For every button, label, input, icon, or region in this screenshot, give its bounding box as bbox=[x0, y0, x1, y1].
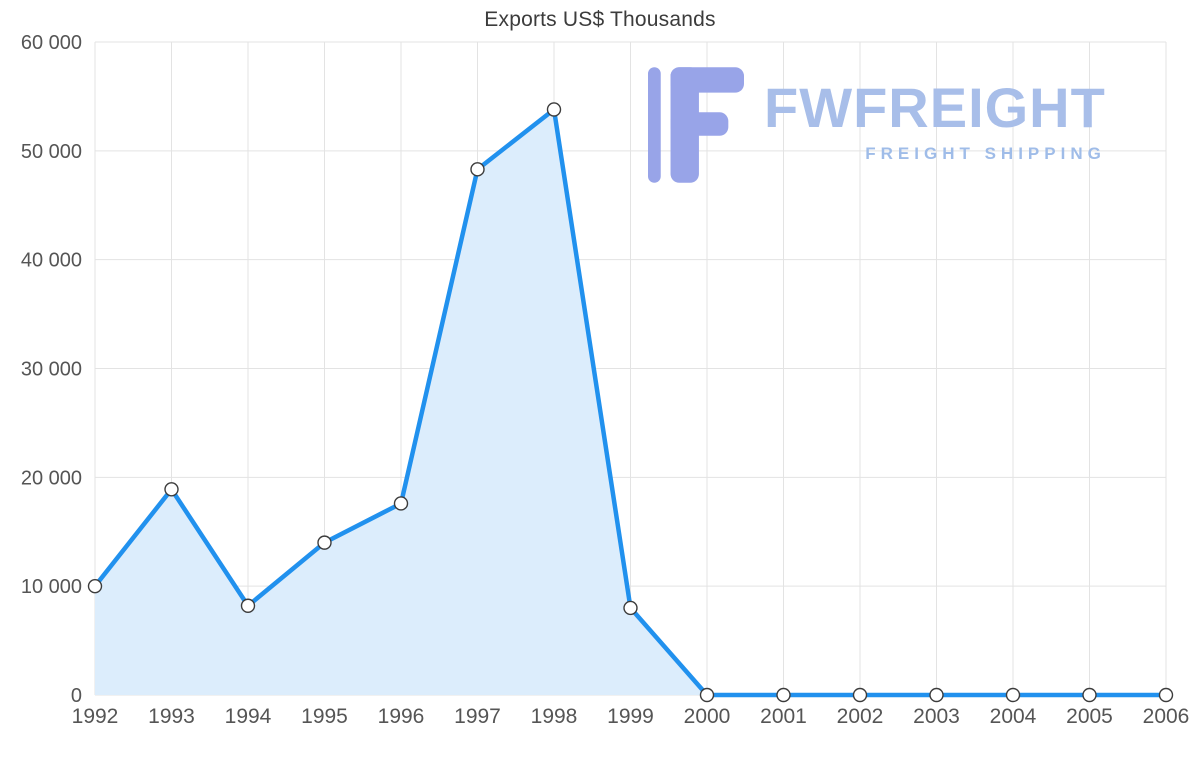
data-point-marker-2002 bbox=[852, 687, 868, 703]
y-axis-label: 0 bbox=[71, 685, 82, 707]
data-point-marker-2000 bbox=[699, 687, 715, 703]
data-point-marker-2005 bbox=[1082, 687, 1097, 703]
x-axis-label: 2006 bbox=[1143, 705, 1190, 728]
x-axis-label: 2001 bbox=[760, 705, 807, 728]
data-point-marker-2006 bbox=[1158, 687, 1174, 703]
x-axis-label: 2002 bbox=[837, 705, 884, 728]
y-axis-label: 60 000 bbox=[21, 32, 82, 54]
data-point-marker-2004 bbox=[1005, 687, 1021, 703]
x-axis-label: 1993 bbox=[148, 705, 195, 728]
x-axis-label: 1997 bbox=[454, 705, 501, 728]
data-point-marker-2003 bbox=[929, 687, 944, 703]
data-point-marker-1995 bbox=[317, 535, 332, 550]
y-axis-label: 30 000 bbox=[21, 359, 82, 381]
x-axis-label: 1998 bbox=[531, 705, 578, 728]
x-axis-label: 1995 bbox=[301, 705, 348, 728]
data-point-marker-1993 bbox=[164, 482, 179, 497]
data-point-marker-1999 bbox=[623, 600, 638, 616]
y-axis-label: 10 000 bbox=[21, 576, 82, 598]
x-axis-label: 1999 bbox=[607, 705, 654, 728]
x-axis-label: 2000 bbox=[684, 705, 731, 728]
y-axis-label: 20 000 bbox=[21, 467, 82, 489]
data-point-marker-1998 bbox=[546, 102, 562, 117]
y-axis-label: 40 000 bbox=[21, 250, 82, 272]
x-axis-label: 1996 bbox=[378, 705, 425, 728]
data-point-marker-1992 bbox=[87, 578, 103, 594]
area-fill bbox=[95, 109, 1166, 695]
data-point-marker-1994 bbox=[240, 598, 256, 613]
data-point-marker-1996 bbox=[393, 496, 409, 511]
y-axis-label: 50 000 bbox=[21, 141, 82, 163]
x-axis-label: 2004 bbox=[990, 705, 1037, 728]
data-point-marker-1997 bbox=[470, 162, 485, 177]
data-point-marker-2001 bbox=[776, 687, 791, 703]
x-axis-label: 1992 bbox=[72, 705, 119, 728]
chart-title: Exports US$ Thousands bbox=[484, 8, 716, 31]
x-axis-label: 2003 bbox=[913, 705, 960, 728]
x-axis-label: 1994 bbox=[225, 705, 272, 728]
x-axis-label: 2005 bbox=[1066, 705, 1113, 728]
